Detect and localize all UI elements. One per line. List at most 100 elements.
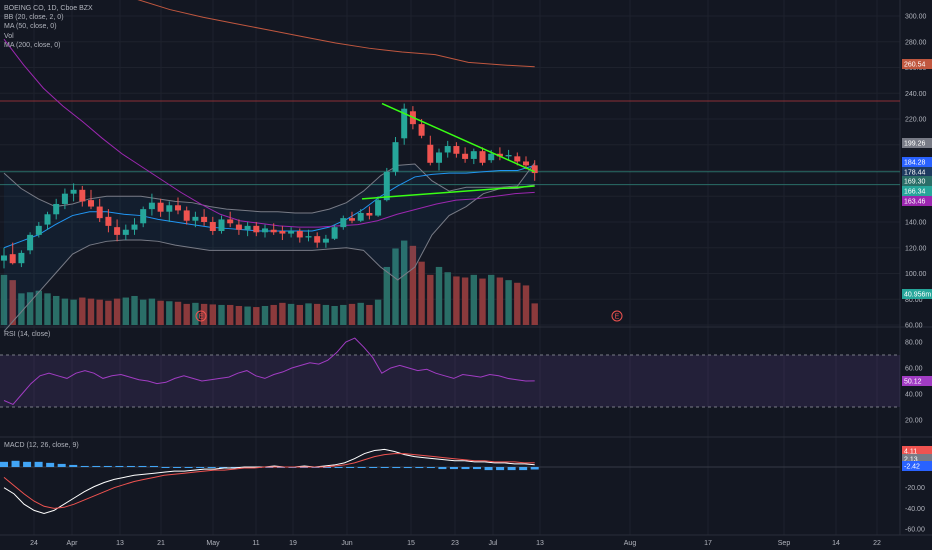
candle-body: [44, 214, 51, 225]
axis-value-tag-label: 199.26: [904, 141, 926, 148]
time-axis-tick: 23: [451, 540, 459, 547]
time-axis-tick: 17: [704, 540, 712, 547]
volume-bar: [122, 297, 129, 325]
volume-bar: [148, 298, 156, 325]
candle-body: [453, 146, 460, 154]
rsi-pane-label[interactable]: RSI (14, close): [4, 331, 51, 338]
price-axis-tick: 220.00: [905, 117, 927, 124]
volume-bar: [96, 299, 103, 325]
volume-bar: [279, 302, 286, 325]
volume-bar: [26, 292, 34, 325]
macd-histogram-bar: [323, 467, 332, 468]
candle-body: [401, 108, 408, 139]
macd-histogram-bar: [126, 465, 135, 467]
macd-histogram-bar: [69, 464, 78, 467]
macd-histogram-bar: [380, 467, 389, 468]
macd-histogram-bar: [103, 465, 112, 467]
trendline-upper: [381, 102, 536, 173]
time-axis-tick: Aug: [624, 540, 637, 547]
volume-bar: [444, 272, 451, 325]
volume-bar: [531, 303, 538, 325]
ma200-line: [137, 0, 535, 68]
candle-body: [96, 206, 103, 219]
time-axis-tick: Jun: [341, 540, 352, 547]
candle-body: [418, 124, 425, 136]
candle-body: [244, 225, 251, 230]
earnings-marker-label: E: [199, 314, 204, 321]
macd-axis-tick: -40.00: [905, 506, 925, 513]
legend-ma50[interactable]: MA (50, close, 0): [4, 23, 57, 31]
volume-bar: [514, 282, 521, 325]
macd-histogram-bar: [149, 465, 158, 467]
candle-body: [427, 144, 434, 163]
volume-bar: [409, 245, 417, 325]
candle-body: [514, 156, 521, 162]
volume-bar: [427, 274, 434, 325]
volume-bar: [18, 293, 25, 325]
macd-histogram-bar: [80, 465, 89, 467]
macd-histogram-bar: [346, 467, 355, 468]
axis-value-tag: [902, 454, 932, 464]
volume-bar: [131, 295, 138, 325]
legend-ma200[interactable]: MA (200, close, 0): [4, 41, 61, 49]
volume-bar: [374, 299, 382, 325]
candle-body: [9, 254, 16, 264]
volume-bar: [105, 300, 112, 325]
legend-bb[interactable]: BB (20, close, 2, 0): [4, 14, 64, 22]
macd-histogram-bar: [403, 467, 412, 469]
candle-body: [296, 231, 303, 238]
macd-pane-label[interactable]: MACD (12, 26, close, 9): [4, 442, 79, 449]
volume-bar: [200, 303, 208, 325]
macd-histogram-bar: [461, 467, 470, 470]
axis-value-tag-label: 4.11: [904, 449, 917, 456]
legend-symbol[interactable]: BOEING CO, 1D, Cboe BZX: [4, 5, 93, 12]
candle-body: [305, 236, 312, 238]
volume-bar: [357, 302, 364, 325]
time-axis-tick: 13: [116, 540, 124, 547]
volume-bar: [44, 293, 51, 325]
macd-histogram-bar: [415, 467, 424, 469]
price-axis-tick: 80.00: [905, 297, 923, 304]
macd-histogram-bar: [449, 467, 458, 470]
volume-bar: [140, 299, 147, 325]
price-axis-tick: 300.00: [905, 14, 927, 21]
candle-body: [531, 165, 538, 174]
macd-histogram-bar: [207, 467, 216, 468]
candle-body: [88, 200, 94, 207]
volume-bar: [79, 297, 86, 325]
candle-body: [262, 228, 268, 233]
candle-body: [70, 189, 77, 194]
volume-bar: [418, 261, 425, 325]
volume-bar: [261, 306, 269, 325]
axis-value-tag-label: 178.44: [904, 170, 926, 177]
macd-histogram-bar: [115, 465, 124, 467]
axis-value-tag-label: 169.30: [904, 179, 926, 186]
candle-body: [183, 210, 190, 221]
macd-histogram-bar: [92, 465, 101, 467]
volume-bar: [87, 298, 95, 325]
macd-histogram-bar: [426, 467, 435, 469]
time-axis-tick: 11: [252, 540, 259, 547]
time-axis-tick: Apr: [67, 540, 79, 547]
volume-bar: [113, 298, 121, 325]
candle-body: [366, 212, 373, 216]
axis-value-tag: [902, 59, 932, 69]
candle-body: [201, 216, 208, 222]
volume-bar: [270, 304, 277, 325]
volume-bar: [522, 285, 530, 325]
candle-body: [392, 142, 399, 172]
volume-bar: [505, 280, 512, 325]
axis-value-tag-label: 163.46: [904, 199, 926, 206]
macd-histogram-bar: [11, 460, 20, 467]
legend-vol[interactable]: Vol: [4, 32, 14, 40]
macd-histogram-bar: [34, 461, 43, 467]
bollinger-basis-line: [3, 164, 535, 249]
volume-bar: [435, 266, 443, 325]
candle-body: [35, 225, 42, 235]
candle-body: [505, 155, 512, 157]
volume-bar: [453, 276, 460, 325]
axis-value-tag: [902, 157, 932, 167]
axis-value-tag: [902, 176, 932, 186]
volume-bar: [183, 303, 190, 325]
